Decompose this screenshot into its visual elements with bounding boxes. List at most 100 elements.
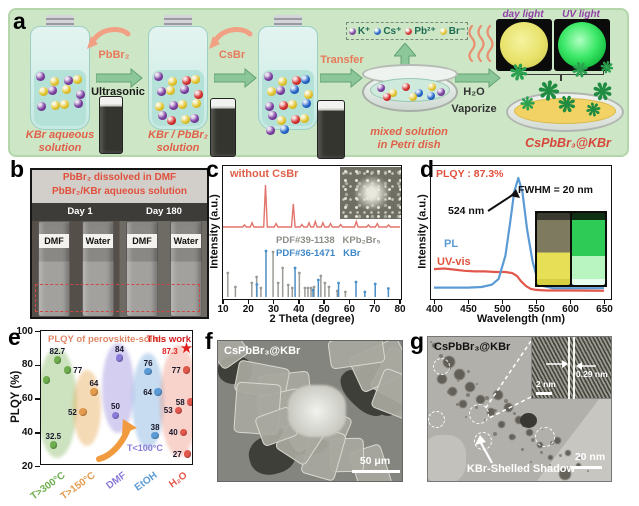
data-point-label: 58 bbox=[175, 397, 185, 407]
ion-ball bbox=[383, 93, 391, 101]
peak-arrow-icon bbox=[487, 189, 520, 212]
panel-g-tem-photo: CsPbBr₃@KBr 0.29 nm 2 nm KBr-Shelled Sha… bbox=[427, 336, 612, 482]
arrow-right-icon bbox=[320, 68, 363, 88]
data-point bbox=[182, 366, 191, 374]
ion-ball bbox=[157, 87, 166, 96]
ion-dot-icon bbox=[348, 27, 356, 35]
jar2-caption: KBr / PbBr₂ solution bbox=[148, 129, 208, 154]
ion-ball bbox=[402, 83, 410, 91]
x-tick-label: 550 bbox=[528, 304, 545, 315]
tem-speck bbox=[531, 438, 535, 442]
ion-ball bbox=[73, 75, 82, 84]
arrow-up-icon bbox=[394, 43, 416, 71]
ion-ball bbox=[62, 85, 71, 94]
tem-nanocrystal bbox=[437, 374, 447, 384]
panel-f-sem-photo: CsPbBr₃@KBr 50 μm bbox=[217, 340, 403, 482]
tem-speck bbox=[521, 448, 524, 451]
panel-label-f: f bbox=[205, 328, 213, 354]
inset-connector-lines bbox=[484, 340, 532, 420]
panel-label-g: g bbox=[410, 328, 425, 354]
tem-speck bbox=[512, 435, 516, 439]
curved-arrow-icon bbox=[87, 27, 131, 49]
tem-nanocrystal bbox=[432, 343, 437, 348]
ion-ball bbox=[428, 83, 436, 91]
ion-ball bbox=[76, 90, 85, 99]
x-tick-label: 400 bbox=[426, 304, 443, 315]
x-tick bbox=[373, 300, 376, 304]
tem-nanocrystal bbox=[498, 421, 505, 428]
peak-annotation: 524 nm bbox=[448, 205, 485, 217]
tem-speck bbox=[465, 416, 467, 418]
cluster-ellipse bbox=[73, 370, 101, 446]
lattice-line-2 bbox=[573, 337, 575, 399]
highlight-value-label: 87.3 bbox=[162, 347, 178, 357]
ion-ball bbox=[268, 111, 277, 120]
day-bar bbox=[32, 203, 207, 221]
t100-annotation: T<100°C bbox=[127, 443, 163, 453]
hrtem-inset: 0.29 nm 2 nm bbox=[531, 337, 611, 399]
scatter-title: PLQY of perovskite-solids bbox=[48, 334, 167, 345]
y-tick bbox=[35, 364, 40, 366]
shadow-arrow-icon bbox=[475, 435, 493, 464]
x-tick-label: 20 bbox=[242, 304, 254, 315]
arrow-right-icon bbox=[455, 68, 501, 88]
ion-ball bbox=[51, 101, 60, 110]
sem-highlight bbox=[288, 385, 346, 437]
ion-ball bbox=[300, 114, 309, 123]
tem-speck bbox=[439, 354, 443, 358]
tem-nanocrystal bbox=[454, 369, 465, 380]
shadow-annotation: KBr-Shelled Shadow bbox=[466, 463, 576, 475]
transfer-label: Transfer bbox=[320, 54, 364, 66]
photo-bracket-stem bbox=[560, 74, 562, 81]
panel-b-photo: PbBr₂ dissolved in DMF PbBr₂/KBr aqueous… bbox=[30, 168, 209, 319]
jar-liquid bbox=[262, 70, 314, 135]
ion-ball bbox=[276, 86, 285, 95]
tem-nanocrystal bbox=[448, 387, 457, 396]
data-point-label: 64 bbox=[143, 387, 153, 397]
reagent-pbbr2-label: PbBr₂ bbox=[98, 49, 130, 61]
data-point bbox=[63, 366, 72, 374]
vial-chip-label: Water bbox=[83, 234, 113, 248]
vial-daylight bbox=[537, 213, 570, 285]
x-tick-label: 500 bbox=[494, 304, 511, 315]
ion-ball bbox=[64, 76, 73, 85]
xrd-ylabel: Intensity (a.u.) bbox=[208, 194, 221, 269]
data-point bbox=[154, 388, 162, 396]
sem-scalebar bbox=[352, 470, 400, 473]
ion-ball bbox=[181, 115, 190, 124]
ion-ball bbox=[292, 76, 301, 85]
ion-ball bbox=[427, 92, 435, 100]
uvlight-photo bbox=[554, 19, 610, 71]
jar-liquid bbox=[34, 70, 86, 126]
dish-caption: mixed solution in Petri dish bbox=[370, 126, 448, 151]
x-tick-label: 10 bbox=[217, 304, 229, 315]
data-point-label: 84 bbox=[115, 345, 124, 354]
ion-ball bbox=[154, 72, 163, 81]
x-tick bbox=[348, 300, 351, 304]
data-point-label: 76 bbox=[143, 358, 153, 368]
ion-legend-item: Br⁻ bbox=[439, 26, 465, 37]
ion-ball bbox=[182, 76, 191, 85]
tem-speck bbox=[513, 412, 516, 415]
x-tick bbox=[272, 300, 275, 304]
curved-arrow-icon bbox=[209, 27, 253, 49]
uvvis-series-label: UV-vis bbox=[437, 256, 471, 268]
sem-scalebar-label: 50 μm bbox=[359, 455, 391, 467]
ion-ball bbox=[277, 116, 286, 125]
tem-speck bbox=[540, 451, 543, 454]
ion-ball bbox=[288, 100, 297, 109]
vial-photo bbox=[317, 100, 345, 159]
tem-scalebar-label: 20 nm bbox=[574, 451, 606, 463]
tem-speck bbox=[494, 409, 497, 412]
dashed-circle-marker bbox=[433, 358, 450, 375]
ion-ball bbox=[377, 84, 385, 92]
y-tick bbox=[35, 398, 40, 400]
fwhm-annotation: FWHM = 20 nm bbox=[518, 184, 593, 196]
tem-speck bbox=[438, 377, 440, 379]
pdf-number-gray: PDF#39-1138 bbox=[276, 235, 335, 246]
data-point bbox=[144, 367, 152, 376]
plqy-annotation: PLQY : 87.3% bbox=[436, 168, 504, 180]
spectra-inset-vials bbox=[535, 211, 607, 287]
data-point bbox=[183, 450, 192, 458]
vaporize-label: Vaporize bbox=[451, 103, 497, 115]
